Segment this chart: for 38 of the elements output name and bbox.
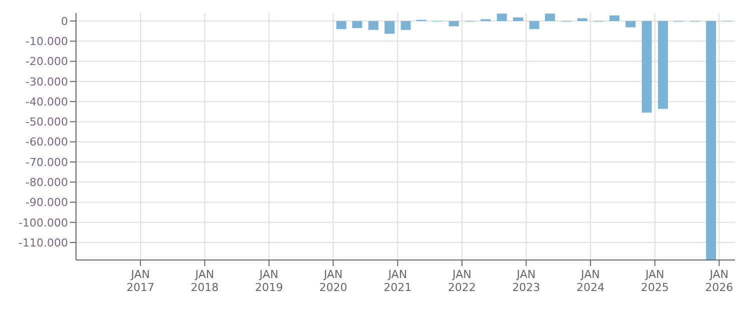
bar	[448, 21, 459, 26]
y-tick-label: 0	[61, 14, 68, 28]
bar	[658, 21, 668, 109]
x-tick-label: JAN 2019	[254, 268, 283, 294]
x-tick-label: JAN 2022	[448, 268, 476, 294]
bar	[706, 21, 716, 260]
y-tick-label: -110.000	[18, 236, 68, 250]
bar	[626, 21, 636, 28]
x-tick-label: JAN 2020	[319, 268, 348, 294]
y-tick-label: -30.000	[26, 75, 68, 88]
y-tick-label: -70.000	[26, 156, 68, 169]
bar	[529, 21, 540, 30]
y-tick-label: -50.000	[26, 116, 68, 129]
y-tick-label: -60.000	[26, 136, 68, 149]
x-tick-label: JAN 2025	[640, 268, 669, 294]
x-tick-label: JAN 2017	[126, 268, 154, 294]
bar	[513, 17, 524, 22]
y-tick-label: -40.000	[26, 95, 68, 108]
y-tick-label: -80.000	[26, 176, 68, 189]
x-tick-label: JAN 2018	[190, 268, 219, 294]
bar	[609, 15, 620, 22]
bar	[352, 21, 362, 28]
bar	[400, 21, 411, 30]
y-tick-label: -90.000	[26, 196, 68, 210]
bar	[336, 21, 346, 30]
x-tick-label: JAN 2021	[384, 268, 412, 294]
bar	[368, 21, 378, 30]
x-tick-label: JAN 2026	[705, 268, 734, 294]
x-tick-label: JAN 2024	[576, 268, 604, 294]
x-tick-label: JAN 2023	[512, 268, 540, 294]
bar	[577, 18, 588, 22]
y-tick-label: -10.000	[26, 35, 68, 48]
y-tick-label: -20.000	[26, 55, 68, 68]
bar	[544, 14, 555, 22]
bar	[642, 21, 652, 113]
bar	[384, 21, 395, 34]
bar	[496, 14, 507, 22]
y-tick-label: -100.000	[18, 216, 68, 230]
